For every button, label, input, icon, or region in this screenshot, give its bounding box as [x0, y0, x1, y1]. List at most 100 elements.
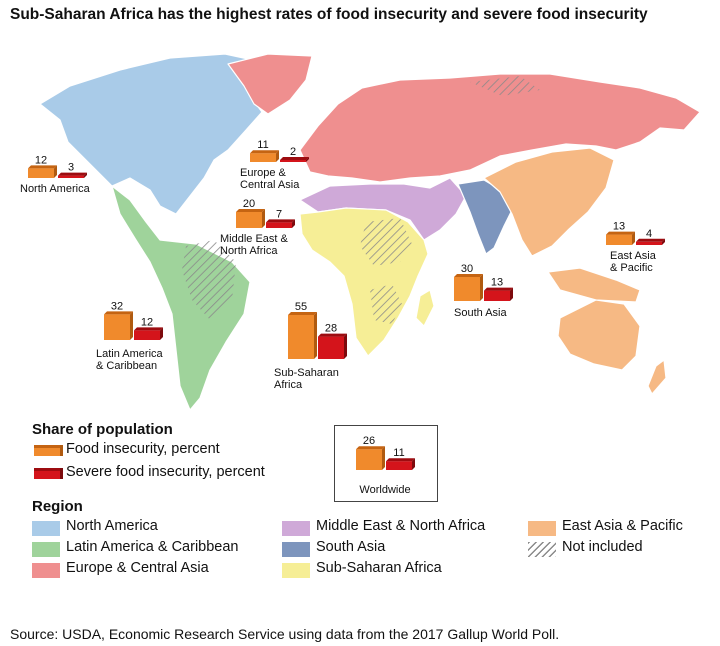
not-included-central-africa: [360, 218, 412, 266]
bar-severe-food-insecurity-latin-america-caribbean: [134, 330, 160, 340]
region-east-asia-pacific: [483, 147, 615, 257]
bar-severe-food-insecurity-europe-central-asia: [280, 160, 306, 162]
bar-severe-food-insecurity-europe-central-asia-top: [280, 157, 309, 160]
legend-label-sub-saharan-africa: Sub-Saharan Africa: [316, 560, 442, 576]
bar-severe-food-insecurity-south-asia: [484, 290, 510, 301]
region-north-america: [39, 53, 273, 215]
region-label-east-asia-pacific-line2: & Pacific: [610, 262, 653, 274]
bar-severe-food-insecurity-south-asia-top: [484, 287, 513, 291]
bar-group-south-asia: 30 13 South Asia: [454, 263, 513, 319]
legend-label-north-america: North America: [66, 518, 158, 534]
value-severe-food-insecurity-middle-east-north-africa: 7: [276, 208, 282, 220]
bar-food-insecurity-worldwide-side: [382, 446, 385, 470]
bar-food-insecurity-north-america-side: [54, 165, 57, 178]
region-label-south-asia: South Asia: [454, 307, 507, 319]
bar-group-north-america: 12 3 North America: [20, 154, 91, 195]
region-latin-america-caribbean: [111, 185, 251, 411]
legend-severe-food-insecurity-swatch: [34, 468, 60, 479]
bar-food-insecurity-latin-america-caribbean-top: [104, 311, 133, 315]
bar-food-insecurity-east-asia-pacific-top: [606, 231, 635, 235]
bar-food-insecurity-east-asia-pacific: [606, 234, 632, 245]
bar-food-insecurity-middle-east-north-africa: [236, 212, 262, 228]
bar-food-insecurity-sub-saharan-africa-side: [314, 312, 317, 359]
bar-severe-food-insecurity-middle-east-north-africa: [266, 222, 292, 228]
not-included-arctic-asia: [470, 76, 540, 96]
bar-severe-food-insecurity-south-asia-side: [510, 287, 513, 301]
bar-food-insecurity-latin-america-caribbean: [104, 314, 130, 340]
legend-severe-food-insecurity-label: Severe food insecurity, percent: [66, 464, 265, 480]
region-australia: [557, 299, 641, 371]
legend-label-not-included: Not included: [562, 539, 643, 555]
bar-severe-food-insecurity-north-america-top: [58, 172, 87, 176]
bar-food-insecurity-latin-america-caribbean-side: [130, 311, 133, 340]
legend-food-insecurity-label: Food insecurity, percent: [66, 441, 220, 457]
bar-food-insecurity-north-america: [28, 168, 54, 178]
bar-food-insecurity-east-asia-pacific-side: [632, 231, 635, 245]
bar-food-insecurity-south-asia-side: [480, 274, 483, 301]
bar-severe-food-insecurity-worldwide: [386, 461, 412, 470]
region-label-latin-america-caribbean-line2: & Caribbean: [96, 360, 157, 372]
region-europe-central-asia: [299, 73, 701, 183]
bar-severe-food-insecurity-worldwide-top: [386, 458, 415, 462]
bar-severe-food-insecurity-east-asia-pacific: [636, 241, 662, 245]
bar-severe-food-insecurity-middle-east-north-africa-top: [266, 219, 295, 223]
region-label-middle-east-north-africa-line2: North Africa: [220, 245, 278, 257]
legend-share-heading: Share of population: [32, 421, 173, 438]
not-included-amazon: [182, 240, 236, 322]
bar-severe-food-insecurity-north-america: [58, 175, 84, 178]
region-label-east-asia-pacific: East Asia: [610, 250, 657, 262]
value-food-insecurity-latin-america-caribbean: 32: [111, 300, 123, 312]
bar-food-insecurity-worldwide-top: [356, 446, 385, 450]
bar-food-insecurity-south-asia-top: [454, 274, 483, 277]
legend-swatch-middle-east-north-africa: [282, 521, 310, 536]
bar-severe-food-insecurity-east-asia-pacific-side: [662, 238, 665, 245]
region-label-europe-central-asia-line2: Central Asia: [240, 179, 300, 191]
legend-label-south-asia: South Asia: [316, 539, 386, 555]
value-food-insecurity-north-america: 12: [35, 154, 47, 166]
bar-food-insecurity-europe-central-asia-top: [250, 150, 279, 154]
legend-label-europe-central-asia: Europe & Central Asia: [66, 560, 209, 576]
value-food-insecurity-east-asia-pacific: 13: [613, 221, 625, 233]
bar-food-insecurity-south-asia: [454, 277, 480, 301]
bar-food-insecurity-middle-east-north-africa-top: [236, 209, 265, 212]
value-food-insecurity-middle-east-north-africa: 20: [243, 198, 255, 210]
value-severe-food-insecurity-europe-central-asia: 2: [290, 146, 296, 158]
region-new-zealand: [647, 359, 667, 395]
bar-food-insecurity-sub-saharan-africa: [288, 315, 314, 359]
bar-food-insecurity-europe-central-asia-side: [276, 150, 279, 162]
legend-swatch-north-america: [32, 521, 60, 536]
region-label-north-america: North America: [20, 183, 91, 195]
value-severe-food-insecurity-worldwide: 11: [393, 447, 404, 459]
region-label-worldwide: Worldwide: [359, 484, 410, 496]
bar-food-insecurity-worldwide: [356, 449, 382, 470]
page-title: Sub-Saharan Africa has the highest rates…: [10, 6, 648, 23]
bar-food-insecurity-middle-east-north-africa-side: [262, 209, 265, 228]
legend-swatch-latin-america-caribbean: [32, 542, 60, 557]
bar-severe-food-insecurity-worldwide-side: [412, 458, 415, 470]
legend-swatch-east-asia-pacific: [528, 521, 556, 536]
value-food-insecurity-south-asia: 30: [461, 263, 473, 275]
legend-label-latin-america-caribbean: Latin America & Caribbean: [66, 539, 239, 555]
bar-severe-food-insecurity-sub-saharan-africa: [318, 336, 344, 359]
bar-severe-food-insecurity-latin-america-caribbean-side: [160, 327, 163, 340]
value-severe-food-insecurity-sub-saharan-africa: 28: [325, 323, 337, 335]
bar-severe-food-insecurity-north-america-side: [84, 172, 87, 178]
bar-severe-food-insecurity-sub-saharan-africa-top: [318, 333, 347, 337]
bar-severe-food-insecurity-europe-central-asia-side: [306, 157, 309, 162]
bar-severe-food-insecurity-middle-east-north-africa-side: [292, 219, 295, 228]
legend-label-middle-east-north-africa: Middle East & North Africa: [316, 518, 486, 534]
value-food-insecurity-europe-central-asia: 11: [257, 139, 268, 151]
legend-swatch-europe-central-asia: [32, 563, 60, 578]
region-greenland: [227, 53, 313, 115]
bar-severe-food-insecurity-east-asia-pacific-top: [636, 238, 665, 242]
value-food-insecurity-sub-saharan-africa: 55: [295, 301, 307, 313]
worldwide-box: [334, 425, 438, 502]
legend-label-east-asia-pacific: East Asia & Pacific: [562, 518, 683, 534]
legend-swatch-not-included: [528, 542, 556, 557]
bar-food-insecurity-europe-central-asia: [250, 153, 276, 162]
bar-group-worldwide: 26 11 Worldwide: [356, 435, 415, 496]
legend-food-insecurity-swatch: [34, 445, 60, 456]
value-severe-food-insecurity-south-asia: 13: [491, 277, 503, 289]
region-label-latin-america-caribbean: Latin America: [96, 348, 164, 360]
